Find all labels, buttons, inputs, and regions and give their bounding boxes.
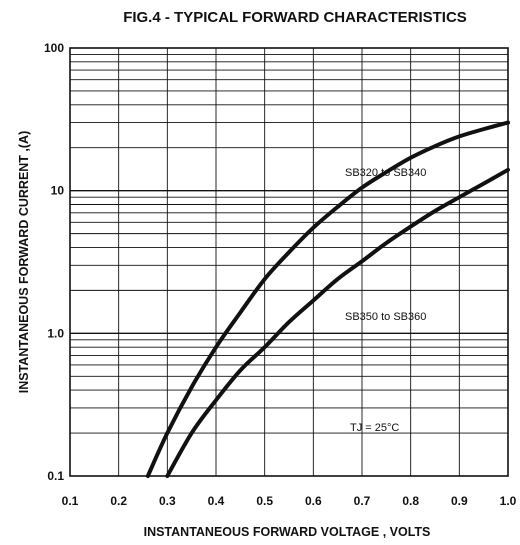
curves xyxy=(145,120,510,478)
x-axis-label: INSTANTANEOUS FORWARD VOLTAGE , VOLTS xyxy=(144,525,431,539)
series-line-sb320-sb340 xyxy=(145,120,510,478)
y-tick-label: 100 xyxy=(44,41,64,55)
y-tick-label: 0.1 xyxy=(47,469,64,483)
series-line-sb350-sb360 xyxy=(165,167,510,478)
x-tick-label: 0.4 xyxy=(208,494,225,508)
chart-title: FIG.4 - TYPICAL FORWARD CHARACTERISTICS xyxy=(123,9,467,26)
tick-labels: 0.1 0.2 0.3 0.4 0.5 0.6 0.7 0.8 0.9 1.0 0.1 1.0 10 10… xyxy=(44,41,517,508)
series-label-sb350-sb360: SB350 to SB360 xyxy=(345,311,426,323)
x-tick-label: 0.5 xyxy=(256,494,273,508)
y-axis-label: INSTANTANEOUS FORWARD CURRENT ,(A) xyxy=(17,131,31,394)
x-tick-label: 0.8 xyxy=(402,494,419,508)
y-tick-label: 1.0 xyxy=(47,326,64,340)
y-tick-label: 10 xyxy=(51,184,65,198)
grid xyxy=(70,48,508,476)
x-tick-label: 0.6 xyxy=(305,494,322,508)
x-tick-label: 0.7 xyxy=(354,494,371,508)
x-tick-label: 0.1 xyxy=(62,494,79,508)
x-tick-label: 0.3 xyxy=(159,494,176,508)
plot-frame xyxy=(69,47,509,477)
junction-temp-annotation: TJ = 25°C xyxy=(350,422,399,434)
x-tick-label: 1.0 xyxy=(500,494,517,508)
x-tick-label: 0.9 xyxy=(451,494,468,508)
x-tick-label: 0.2 xyxy=(110,494,127,508)
series-label-sb320-sb340: SB320 to SB340 xyxy=(345,167,426,179)
